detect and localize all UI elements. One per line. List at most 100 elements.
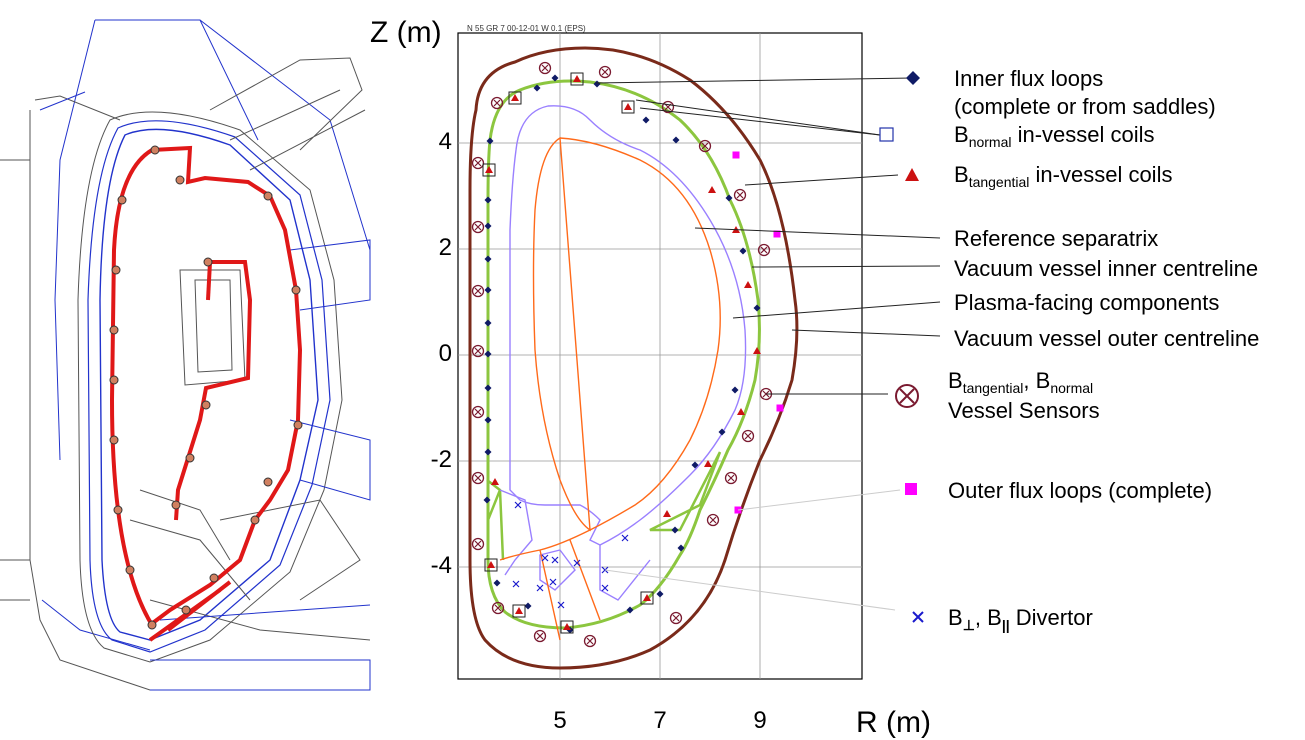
inner-flux-loop-markers — [483, 74, 761, 634]
diamond-marker — [483, 496, 491, 504]
circled-x-marker — [533, 629, 547, 643]
circled-x-marker — [471, 405, 485, 419]
legend-vv-outer: Vacuum vessel outer centreline — [954, 326, 1260, 351]
triangle-marker — [744, 281, 752, 288]
circled-x-marker — [724, 471, 738, 485]
diamond-marker — [718, 428, 726, 436]
pfc-divertor — [499, 489, 651, 601]
legend-vv-inner: Vacuum vessel inner centreline — [954, 256, 1259, 281]
triangle-marker — [511, 94, 519, 101]
diamond-marker — [739, 247, 747, 255]
circled-x-marker — [538, 61, 552, 75]
cross-marker — [541, 554, 549, 562]
diamond-marker — [484, 416, 492, 424]
cross-marker — [601, 584, 609, 592]
square-icon — [905, 483, 917, 495]
vv-inner-port-right — [649, 451, 722, 532]
legend-div-sep: , — [974, 605, 988, 630]
triangle-marker — [573, 75, 581, 82]
diamond-marker — [593, 80, 601, 88]
legend-inner-flux-line2: (complete or from saddles) — [954, 94, 1216, 119]
vessel-3d-drawing — [0, 19, 371, 691]
triangle-marker — [704, 460, 712, 467]
vessel-3d-coil-outline — [109, 145, 303, 642]
triangle-marker — [515, 607, 523, 614]
open-square-marker — [512, 604, 526, 618]
cross-marker — [536, 584, 544, 592]
z-axis-title: Z (m) — [370, 16, 442, 49]
triangle-marker — [643, 594, 651, 601]
plasma-facing-components — [509, 105, 747, 546]
triangle-icon — [905, 168, 919, 181]
diamond-marker — [642, 116, 650, 124]
legend-btangential-sub: tangential — [968, 174, 1030, 190]
open-square-marker — [482, 163, 496, 177]
legend-pfc: Plasma-facing components — [954, 290, 1220, 315]
legend-div-b2: B — [987, 605, 1002, 630]
circled-x-marker — [598, 65, 612, 79]
open-square-marker — [640, 591, 654, 605]
diamond-marker — [484, 255, 492, 263]
diamond-marker — [672, 136, 680, 144]
legend-separatrix: Reference separatrix — [954, 226, 1159, 251]
circled-x-marker — [491, 601, 505, 615]
circled-x-marker — [471, 220, 485, 234]
pink-square-marker — [773, 230, 781, 238]
cross-marker — [573, 559, 581, 567]
legend-div-b1: B — [948, 605, 963, 630]
legend-bnormal-b: B — [954, 122, 969, 147]
diamond-marker — [524, 602, 532, 610]
circled-x-marker — [471, 471, 485, 485]
triangle-marker — [708, 186, 716, 193]
vessel-sensor-markers — [471, 61, 773, 648]
legend-vs-b2: B — [1035, 368, 1051, 393]
legend-inner-flux-line1: Inner flux loops — [954, 66, 1104, 91]
open-square-marker — [560, 620, 574, 634]
triangle-marker — [487, 561, 495, 568]
r-tick-label: 9 — [753, 707, 767, 734]
z-tick-label: -2 — [430, 446, 452, 473]
diamond-marker — [484, 286, 492, 294]
bnormal-coil-markers — [482, 72, 654, 634]
legend-divertor: B⊥, B|| Divertor — [948, 605, 1093, 633]
pink-square-marker — [776, 404, 784, 412]
circled-x-marker — [706, 513, 720, 527]
legend-vs-sub2: normal — [1050, 380, 1094, 396]
diamond-marker — [551, 74, 559, 82]
legend-vessel-sensors: Btangential, Bnormal — [948, 368, 1094, 396]
triangle-marker — [624, 103, 632, 110]
diamond-marker — [753, 304, 761, 312]
plot-note: N 55 GR 7 00-12-01 W 0.1 (EPS) — [467, 24, 586, 33]
diamond-marker — [484, 222, 492, 230]
legend-div-rest: Divertor — [1015, 605, 1093, 630]
legend-btangential-rest: in-vessel coils — [1035, 162, 1173, 187]
circled-x-marker — [583, 634, 597, 648]
legend-vs-b1: B — [948, 368, 963, 393]
z-tick-label: 0 — [438, 340, 452, 367]
cross-section-plot — [457, 32, 941, 680]
circled-x-marker — [757, 243, 771, 257]
r-tick-label: 7 — [653, 707, 667, 734]
circled-x-marker — [733, 188, 747, 202]
circled-x-marker — [669, 611, 683, 625]
triangle-marker — [485, 166, 493, 173]
legend-vs-sep: , — [1023, 368, 1036, 393]
z-tick-label: -4 — [430, 552, 452, 579]
z-tick-label: 4 — [438, 128, 452, 155]
triangle-marker — [563, 623, 571, 630]
cross-marker — [549, 578, 557, 586]
cross-marker — [512, 580, 520, 588]
cross-marker — [557, 601, 565, 609]
diamond-marker — [484, 350, 492, 358]
open-square-marker — [484, 558, 498, 572]
diamond-marker — [725, 194, 733, 202]
legend-btangential-b: B — [954, 162, 969, 187]
circled-x-marker — [741, 429, 755, 443]
divertor-sensor-markers — [512, 501, 629, 609]
legend-div-sub2: || — [1001, 617, 1010, 633]
legend-btangential: Btangential in-vessel coils — [954, 162, 1173, 190]
open-square-marker — [621, 100, 635, 114]
circled-x-marker — [471, 537, 485, 551]
btangential-coil-markers — [485, 75, 761, 630]
